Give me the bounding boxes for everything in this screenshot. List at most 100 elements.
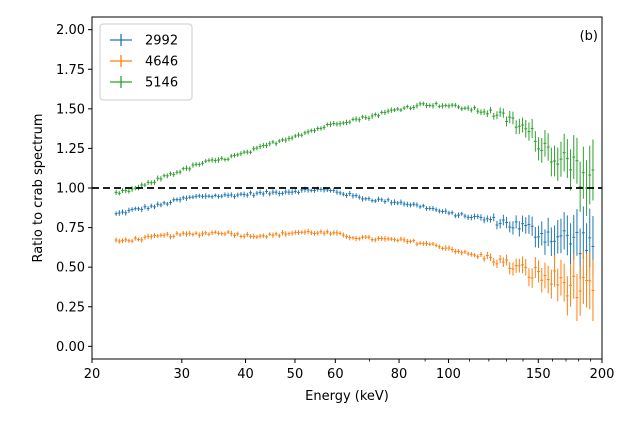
data-point [556, 219, 560, 254]
data-point [277, 139, 281, 144]
data-point [565, 276, 569, 316]
data-point [316, 230, 320, 236]
data-point [316, 126, 320, 131]
data-point [338, 120, 342, 127]
legend-label-4646: 4646 [145, 55, 178, 70]
y-axis-ticks: 0.00 0.25 0.50 0.75 1.00 1.25 1.50 1.75 2.00 [56, 23, 92, 355]
data-point [569, 263, 572, 307]
legend-marker-5146 [110, 76, 132, 88]
data-point [441, 103, 444, 109]
data-point [540, 221, 544, 246]
data-point [485, 215, 489, 223]
data-point [409, 202, 412, 208]
data-point [421, 101, 425, 106]
data-point [370, 113, 374, 119]
data-point [476, 254, 480, 260]
data-point [466, 251, 470, 256]
data-point [421, 203, 425, 208]
data-point [159, 202, 163, 208]
data-point [236, 231, 240, 237]
data-point [373, 237, 377, 243]
data-point [348, 234, 352, 241]
data-point [463, 213, 467, 219]
data-point [434, 243, 438, 248]
data-point [479, 252, 483, 258]
data-point [181, 166, 185, 171]
data-point [165, 173, 169, 179]
data-point [575, 273, 579, 322]
data-point [319, 229, 323, 235]
data-point [409, 239, 412, 244]
data-point [341, 232, 345, 238]
data-point [524, 217, 528, 234]
data-point [562, 263, 566, 302]
data-point [466, 105, 470, 111]
data-point [482, 108, 486, 116]
data-point [434, 101, 438, 106]
series-4646 [114, 228, 595, 322]
data-point [217, 194, 220, 199]
data-point [508, 221, 512, 233]
data-point [191, 162, 195, 168]
data-point [226, 157, 230, 162]
data-point [386, 108, 390, 114]
x-axis-ticks: 20 30 40 50 60 80 100 150 200 [84, 359, 614, 382]
data-point [543, 129, 547, 157]
data-point [252, 192, 256, 198]
data-point [178, 169, 182, 175]
data-point [233, 232, 236, 238]
data-point [338, 231, 342, 236]
data-point [172, 172, 176, 177]
data-point [453, 213, 457, 219]
x-tick-label: 80 [391, 367, 408, 382]
data-point [581, 206, 585, 260]
data-point [479, 214, 483, 221]
series-2992 [114, 186, 595, 279]
data-point [245, 149, 249, 155]
data-point [428, 242, 432, 247]
y-tick-label: 1.75 [56, 63, 85, 78]
data-point [431, 103, 435, 109]
data-point [505, 116, 508, 127]
data-point [393, 108, 396, 112]
data-point [181, 230, 185, 236]
data-point [479, 109, 483, 116]
data-point [194, 194, 198, 199]
data-point [197, 162, 201, 167]
data-point [245, 231, 249, 238]
data-point [114, 237, 118, 243]
data-point [473, 253, 476, 258]
data-point [114, 189, 118, 195]
data-point [284, 189, 288, 195]
data-point [236, 192, 240, 198]
data-point [530, 268, 534, 288]
data-point [255, 145, 259, 151]
data-point [162, 232, 166, 238]
data-point [508, 262, 512, 275]
data-point [473, 213, 476, 220]
data-point [277, 190, 281, 197]
data-point [460, 106, 464, 112]
legend-entry-5146: 5146 [110, 76, 178, 91]
data-point [242, 191, 246, 198]
data-point [492, 112, 496, 120]
data-point [290, 135, 294, 141]
data-point [329, 121, 332, 128]
data-point [137, 237, 140, 242]
data-point [297, 229, 300, 235]
data-point [457, 212, 460, 218]
data-point [562, 212, 566, 250]
data-point [156, 234, 160, 239]
data-point [204, 230, 208, 236]
data-point [402, 201, 406, 207]
data-point [325, 122, 329, 127]
data-point [175, 231, 179, 236]
data-point [239, 151, 243, 157]
data-point [357, 194, 361, 200]
data-point [415, 241, 419, 247]
data-point [575, 209, 579, 256]
data-point [178, 197, 182, 203]
data-point [524, 259, 528, 276]
data-point [220, 156, 224, 161]
data-point [354, 193, 358, 198]
